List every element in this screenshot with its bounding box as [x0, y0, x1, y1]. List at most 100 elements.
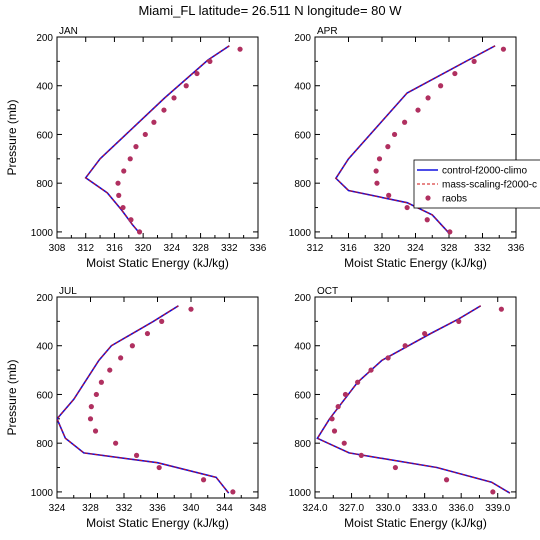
x-tick-label: 324 — [164, 243, 181, 254]
y-axis-label: Pressure (mb) — [5, 359, 19, 435]
raobs-point — [144, 330, 151, 337]
raobs-point — [422, 330, 428, 337]
legend-label: control-f2000-climo — [442, 166, 527, 177]
raobs-point — [402, 119, 408, 125]
raobs-point — [331, 428, 338, 434]
plot-area — [84, 45, 243, 235]
y-tick-label: 200 — [36, 33, 53, 44]
x-tick-label: 312 — [77, 243, 94, 254]
x-tick-label: 324.0 — [302, 503, 327, 514]
x-tick-label: 332 — [221, 243, 238, 254]
x-tick-label: 336 — [508, 243, 525, 254]
panel-apr: APR 312 316 320 324 328 332 336 200 400 600 800 1000… — [289, 26, 525, 270]
raobs-point — [136, 229, 143, 235]
y-tick-label: 800 — [36, 439, 53, 450]
y-tick-label: 200 — [36, 293, 53, 304]
y-tick-label: 600 — [36, 130, 53, 141]
raobs-point — [425, 95, 431, 101]
x-tick-label: 316 — [106, 243, 123, 254]
figure-title: Miami_FL latitude= 26.511 N longitude= 8… — [138, 3, 402, 18]
x-tick-label: 332 — [116, 503, 133, 514]
raobs-point — [385, 144, 391, 150]
y-axis-label: Pressure (mb) — [5, 99, 19, 175]
legend-marker — [425, 195, 431, 201]
raobs-point — [92, 428, 99, 434]
raobs-point — [443, 477, 450, 483]
raobs-point — [171, 95, 177, 101]
x-tick-label: 336 — [250, 243, 267, 254]
x-tick-label: 324 — [407, 243, 424, 254]
raobs-point — [129, 343, 135, 349]
legend-label: mass-scaling-f2000-c — [442, 180, 537, 191]
legend: control-f2000-climo mass-scaling-f2000-c r… — [413, 159, 540, 209]
raobs-point — [471, 58, 477, 64]
raobs-point — [107, 367, 113, 373]
x-tick-label: 333.0 — [412, 503, 437, 514]
control-f2000-climo-line — [84, 45, 230, 234]
raobs-point — [404, 204, 410, 211]
y-tick-label: 400 — [294, 82, 311, 93]
panel-label: JUL — [59, 286, 77, 297]
raobs-point — [128, 217, 134, 223]
x-tick-label: 344 — [216, 503, 233, 514]
legend-label: raobs — [442, 194, 467, 205]
y-tick-label: 400 — [36, 342, 53, 353]
raobs-point — [329, 416, 335, 422]
raobs-point — [98, 379, 104, 385]
x-tick-label: 328 — [82, 503, 99, 514]
raobs-point — [88, 404, 94, 410]
x-tick-label: 308 — [49, 243, 66, 254]
raobs-point — [452, 70, 458, 77]
panel-jul: JUL 324 328 332 336 340 344 348 200 400 600 800 1000… — [5, 286, 267, 530]
raobs-point — [438, 83, 444, 89]
raobs-point — [342, 391, 349, 398]
raobs-point — [93, 391, 99, 398]
raobs-point — [424, 217, 430, 223]
x-tick-label: 336 — [149, 503, 166, 514]
mass-scaling-f2000-c-line — [84, 45, 230, 234]
raobs-point — [402, 343, 408, 349]
mass-scaling-f2000-c-line — [316, 305, 511, 494]
x-tick-label: 316 — [340, 243, 357, 254]
x-tick-label: 348 — [250, 503, 267, 514]
raobs-point — [207, 58, 213, 64]
raobs-point — [133, 452, 140, 458]
mass-scaling-f2000-c-line — [335, 45, 496, 234]
raobs-point — [385, 355, 391, 361]
raobs-point — [194, 70, 200, 77]
x-tick-label: 330.0 — [376, 503, 401, 514]
plot-frame — [56, 36, 259, 239]
y-tick-label: 600 — [294, 390, 311, 401]
x-axis-label: Moist Static Energy (kJ/kg) — [86, 516, 229, 530]
control-f2000-climo-line — [57, 305, 230, 494]
y-tick-label: 800 — [294, 439, 311, 450]
raobs-point — [391, 131, 398, 138]
panel-oct: OCT 324.0 327.0 330.0 333.0 336.0 339.0 200 400 6… — [289, 286, 517, 530]
raobs-point — [113, 440, 119, 446]
panel-label: APR — [317, 26, 338, 37]
raobs-point — [392, 464, 398, 471]
y-tick-label: 800 — [294, 179, 311, 190]
y-tick-label: 600 — [294, 130, 311, 141]
x-tick-label: 320 — [374, 243, 391, 254]
panels: JAN 308 312 316 320 324 328 332 336 200 400 600 800 1… — [5, 26, 525, 530]
x-tick-label: 312 — [307, 243, 324, 254]
raobs-point — [358, 452, 364, 458]
raobs-point — [118, 355, 124, 361]
raobs-point — [116, 192, 122, 198]
raobs-point — [456, 318, 462, 324]
x-tick-label: 320 — [135, 243, 152, 254]
raobs-point — [151, 119, 157, 125]
raobs-point — [159, 318, 165, 324]
y-tick-label: 1000 — [289, 488, 312, 499]
x-axis-label: Moist Static Energy (kJ/kg) — [344, 256, 487, 270]
plot-frame — [314, 296, 517, 499]
x-tick-label: 336.0 — [449, 503, 474, 514]
x-tick-label: 328 — [441, 243, 458, 254]
raobs-point — [142, 131, 148, 138]
raobs-point — [374, 180, 380, 186]
y-tick-label: 200 — [294, 293, 311, 304]
panel-label: JAN — [59, 26, 78, 37]
raobs-point — [183, 83, 189, 89]
raobs-point — [156, 464, 162, 471]
